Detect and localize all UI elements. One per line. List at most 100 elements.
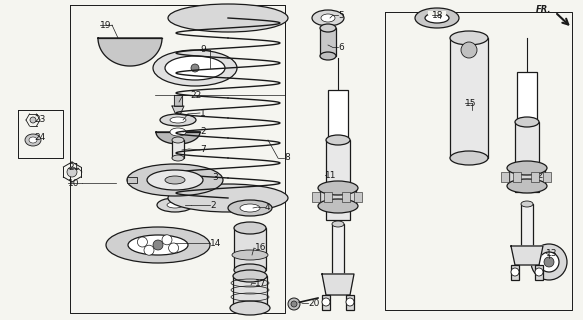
Ellipse shape [128, 235, 188, 255]
Text: 17: 17 [255, 278, 266, 287]
Text: 2: 2 [210, 201, 216, 210]
Ellipse shape [167, 202, 183, 208]
Bar [233, 276, 267, 308]
Text: 1: 1 [200, 108, 206, 117]
Polygon shape [98, 38, 162, 66]
Circle shape [461, 42, 477, 58]
Circle shape [138, 237, 147, 247]
Ellipse shape [240, 204, 260, 212]
Ellipse shape [507, 161, 547, 175]
Bar [328, 90, 348, 140]
Text: 3: 3 [212, 173, 217, 182]
Text: 14: 14 [210, 238, 222, 247]
Ellipse shape [29, 137, 37, 143]
Text: 7: 7 [200, 146, 206, 155]
Ellipse shape [450, 31, 488, 45]
Ellipse shape [172, 155, 184, 161]
Ellipse shape [25, 134, 41, 146]
Text: 13: 13 [546, 249, 557, 258]
Circle shape [539, 252, 559, 272]
Bar [509, 168, 545, 186]
Bar [320, 28, 336, 56]
Text: 5: 5 [338, 11, 344, 20]
Text: 21: 21 [68, 164, 79, 172]
Ellipse shape [450, 151, 488, 165]
Bar [521, 204, 533, 246]
Text: 9: 9 [200, 45, 206, 54]
Bar [127, 177, 137, 183]
Ellipse shape [165, 176, 185, 184]
Ellipse shape [168, 4, 288, 32]
Polygon shape [172, 106, 184, 115]
Ellipse shape [318, 199, 358, 213]
Text: 4: 4 [265, 203, 271, 212]
Bar [172, 140, 184, 158]
Ellipse shape [507, 179, 547, 193]
Bar [354, 192, 362, 202]
Ellipse shape [425, 13, 449, 23]
Circle shape [153, 240, 163, 250]
Circle shape [191, 64, 199, 72]
Circle shape [288, 298, 300, 310]
Circle shape [544, 257, 554, 267]
Text: 19: 19 [100, 20, 111, 29]
Ellipse shape [168, 184, 288, 212]
Ellipse shape [515, 117, 539, 127]
Text: 18: 18 [432, 11, 444, 20]
Bar [450, 38, 488, 158]
Circle shape [531, 244, 567, 280]
Bar [515, 122, 539, 192]
Bar [531, 172, 539, 182]
Ellipse shape [234, 264, 266, 276]
Ellipse shape [234, 222, 266, 234]
Bar [324, 192, 332, 202]
Ellipse shape [332, 221, 344, 227]
Ellipse shape [230, 301, 270, 315]
Ellipse shape [521, 201, 533, 207]
Circle shape [291, 301, 297, 307]
Ellipse shape [165, 56, 225, 80]
Bar [312, 192, 320, 202]
Ellipse shape [318, 181, 358, 195]
Text: 20: 20 [308, 299, 319, 308]
Polygon shape [511, 246, 543, 265]
Ellipse shape [153, 50, 237, 86]
Ellipse shape [127, 164, 223, 196]
Ellipse shape [228, 200, 272, 216]
Polygon shape [322, 274, 354, 295]
Circle shape [67, 167, 77, 177]
Circle shape [144, 245, 154, 255]
Bar [320, 188, 356, 206]
Ellipse shape [147, 170, 203, 190]
Ellipse shape [312, 10, 344, 26]
Circle shape [346, 298, 354, 306]
Text: 15: 15 [465, 99, 476, 108]
Bar [511, 265, 519, 280]
Circle shape [511, 268, 519, 276]
Text: 2: 2 [200, 126, 206, 135]
Circle shape [535, 268, 543, 276]
Polygon shape [174, 95, 182, 106]
Ellipse shape [321, 14, 335, 22]
Bar [326, 140, 350, 220]
Bar [332, 224, 344, 274]
Bar [535, 265, 543, 280]
Bar [322, 295, 330, 310]
Circle shape [168, 243, 178, 253]
Ellipse shape [106, 227, 210, 263]
Bar [513, 172, 521, 182]
Bar [501, 172, 509, 182]
Ellipse shape [172, 137, 184, 143]
Text: 23: 23 [34, 116, 45, 124]
Bar [234, 228, 266, 270]
Ellipse shape [415, 8, 459, 28]
Ellipse shape [157, 198, 193, 212]
Text: 8: 8 [284, 154, 290, 163]
Text: 24: 24 [34, 133, 45, 142]
Ellipse shape [160, 114, 196, 126]
Circle shape [322, 298, 330, 306]
Text: 10: 10 [68, 179, 79, 188]
Bar [342, 192, 350, 202]
Circle shape [162, 235, 172, 245]
Ellipse shape [170, 128, 186, 136]
